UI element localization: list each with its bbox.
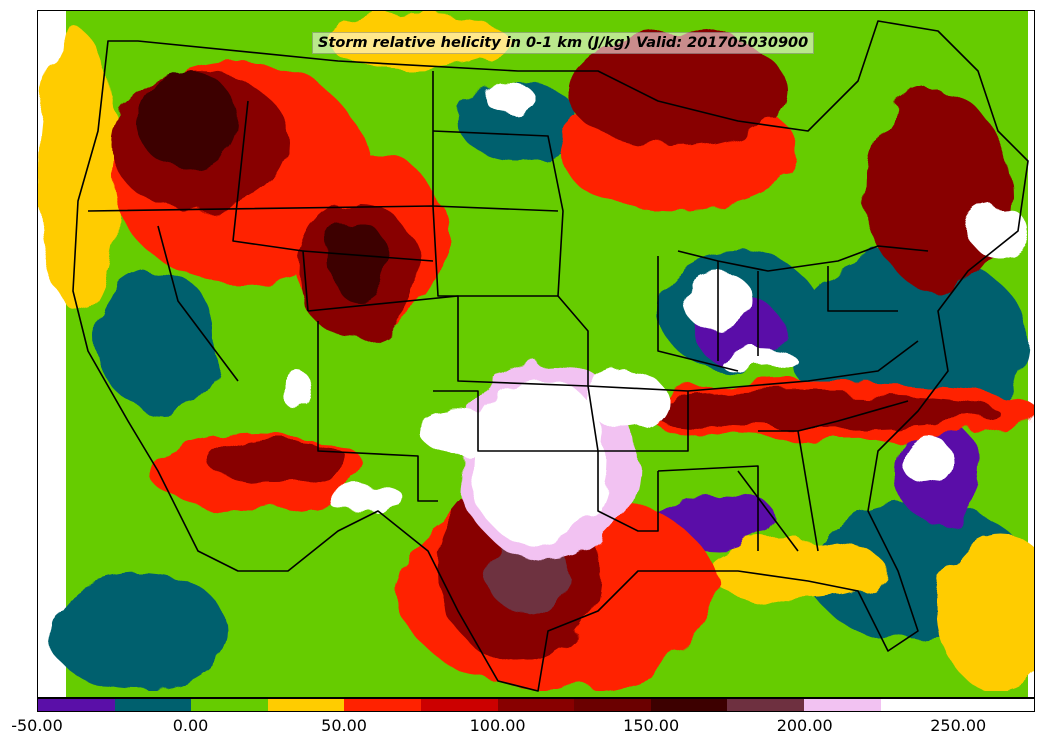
colorbar-tick-label: 50.00 <box>321 716 367 735</box>
field-patch <box>568 31 788 151</box>
field-patch <box>718 351 798 371</box>
field-patch <box>903 436 953 486</box>
field-patch <box>283 371 313 411</box>
map-panel: Storm relative helicity in 0-1 km (J/kg)… <box>37 10 1035 698</box>
state-line <box>797 430 819 552</box>
country-outline <box>72 20 1029 692</box>
colorbar-tick-label: 100.00 <box>469 716 526 735</box>
state-line <box>302 250 434 262</box>
state-boundaries <box>72 20 1029 692</box>
state-line <box>557 295 589 386</box>
colorbar-segment <box>38 699 115 711</box>
colorbar-segment <box>421 699 498 711</box>
field-patch <box>328 491 408 511</box>
field-patch <box>418 411 498 451</box>
field-patch <box>588 371 668 431</box>
state-line <box>827 266 898 312</box>
state-line <box>657 465 759 551</box>
state-line <box>432 130 564 297</box>
colorbar-tick-label: -50.00 <box>11 716 63 735</box>
field-patch <box>138 71 238 171</box>
state-line <box>737 470 799 552</box>
field-patch <box>638 393 998 429</box>
field-patch <box>208 436 348 486</box>
field-patch <box>328 221 388 301</box>
helicity-field <box>38 11 1034 691</box>
state-line <box>677 245 929 272</box>
colorbar-segment <box>957 699 1034 711</box>
colorbar-segment <box>267 699 345 711</box>
state-line <box>157 225 239 382</box>
helicity-map <box>38 11 1034 697</box>
state-line <box>758 400 909 432</box>
field-patch <box>38 31 118 311</box>
state-line <box>433 390 598 452</box>
field-patch <box>938 531 1034 691</box>
colorbar <box>37 698 1035 712</box>
colorbar-tick-label: 0.00 <box>172 716 209 735</box>
state-line <box>687 340 919 392</box>
state-line <box>87 205 458 297</box>
colorbar-tick-label: 150.00 <box>623 716 680 735</box>
colorbar-segment <box>344 699 422 711</box>
field-patch <box>468 376 608 546</box>
colorbar-segment <box>574 699 651 711</box>
colorbar-tick-label: 200.00 <box>776 716 833 735</box>
field-patch <box>868 91 1008 291</box>
colorbar-segment <box>804 699 881 711</box>
state-line <box>657 256 739 372</box>
colorbar-tick-label: 250.00 <box>930 716 987 735</box>
field-patch <box>48 571 228 691</box>
colorbar-segment <box>650 699 728 711</box>
state-line <box>587 385 689 452</box>
map-title: Storm relative helicity in 0-1 km (J/kg)… <box>312 32 815 54</box>
colorbar-segment <box>727 699 805 711</box>
colorbar-segment <box>497 699 575 711</box>
colorbar-segment <box>880 699 958 711</box>
colorbar-segment <box>191 699 268 711</box>
colorbar-segment <box>114 699 192 711</box>
state-line <box>317 321 438 502</box>
field-patch <box>98 271 218 411</box>
field-patch <box>708 541 888 601</box>
state-line <box>232 100 309 312</box>
state-line <box>597 451 659 532</box>
field-patch <box>968 206 1028 256</box>
state-line <box>432 71 559 212</box>
field-patch <box>483 81 533 111</box>
state-line <box>307 295 689 392</box>
